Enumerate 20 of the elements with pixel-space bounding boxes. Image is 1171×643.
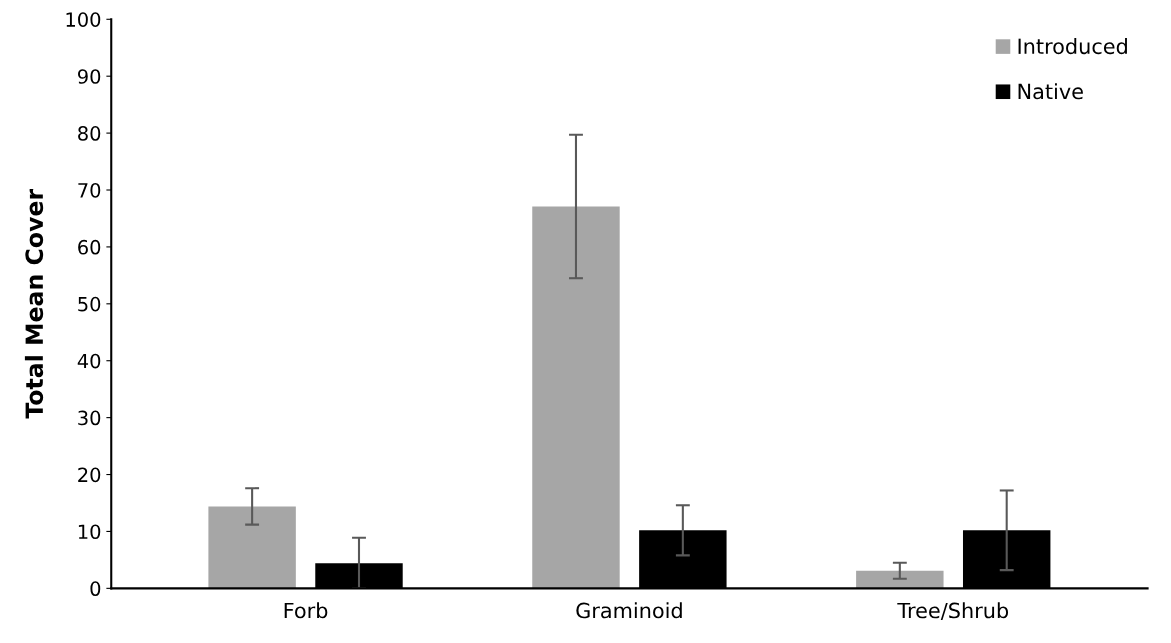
y-tick-label: 100 <box>66 12 101 27</box>
y-tick-label: 50 <box>78 296 101 312</box>
y-tick-label: 0 <box>90 581 101 597</box>
y-tick-label: 40 <box>77 353 101 369</box>
y-tick-label: 30 <box>78 410 101 426</box>
y-tick-label: 60 <box>78 239 101 255</box>
bar <box>856 570 944 589</box>
y-axis-title: Total Mean Cover <box>24 188 44 419</box>
legend-label: Native <box>1018 83 1083 100</box>
x-tick-label: Forb <box>284 602 328 619</box>
y-tick-label: 20 <box>78 467 101 483</box>
x-tick-label: Tree/Shrub <box>897 602 1009 620</box>
y-tick-label: 90 <box>78 69 101 84</box>
bar <box>208 506 296 589</box>
bar <box>532 206 620 589</box>
legend-label: Introduced <box>1018 38 1127 55</box>
y-tick-label: 10 <box>78 524 101 540</box>
x-tick-label: Graminoid <box>576 602 682 619</box>
y-tick-label: 80 <box>78 126 101 141</box>
y-tick-label: 70 <box>78 182 101 198</box>
